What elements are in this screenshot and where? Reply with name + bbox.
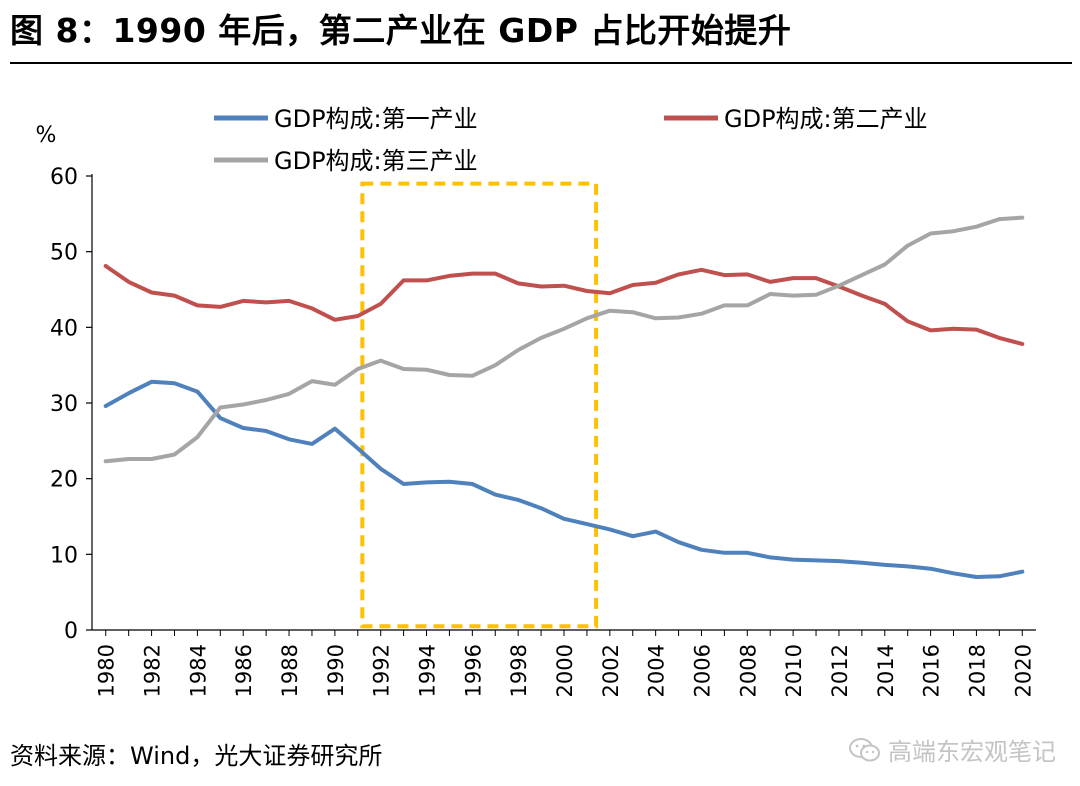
y-axis-unit-label: % <box>36 123 57 148</box>
legend-label-2: GDP构成:第二产业 <box>724 105 928 133</box>
x-tick-label: 2012 <box>828 644 852 697</box>
x-tick-label: 1988 <box>278 644 302 697</box>
chart-axes: 0 10 20 30 40 50 60% 1980 1982 1984 1986 1988 1990 19… <box>36 123 1036 697</box>
x-tick-label: 1996 <box>461 644 485 697</box>
series-line-1 <box>103 379 1025 579</box>
highlight-box-layer <box>360 181 599 629</box>
x-tick-label: 2018 <box>965 644 989 697</box>
x-tick-label: 1980 <box>95 644 119 697</box>
chart-title: 图 8：1990 年后，第二产业在 GDP 占比开始提升 <box>10 11 792 50</box>
x-tick-label: 1986 <box>232 644 256 697</box>
x-tick-label: 2002 <box>599 644 623 697</box>
y-tick-label: 20 <box>50 468 78 493</box>
x-tick-label: 1998 <box>507 644 531 697</box>
x-tick-label: 1992 <box>370 644 394 697</box>
series-layer <box>103 215 1025 579</box>
x-tick-label: 2000 <box>553 644 577 697</box>
x-tick-label: 1984 <box>186 644 210 697</box>
legend-label-1: GDP构成:第一产业 <box>274 105 478 133</box>
x-tick-label: 1990 <box>324 644 348 697</box>
y-tick-label: 10 <box>50 543 78 568</box>
legend: GDP构成:第一产业 GDP构成:第二产业 GDP构成:第三产业 <box>214 105 928 175</box>
title-divider <box>10 62 1072 64</box>
watermark-text: 高端东宏观笔记 <box>888 738 1056 766</box>
y-tick-label: 60 <box>50 165 78 190</box>
x-tick-label: 2008 <box>736 644 760 697</box>
source-note: 资料来源：Wind，光大证券研究所 <box>10 742 383 770</box>
x-tick-label: 2014 <box>874 644 898 697</box>
y-tick-label: 50 <box>50 241 78 266</box>
x-tick-label: 2004 <box>645 644 669 697</box>
y-tick-label: 0 <box>64 619 78 644</box>
x-tick-label: 1982 <box>141 644 165 697</box>
series-line-2 <box>103 264 1025 346</box>
x-tick-label: 2010 <box>782 644 806 697</box>
y-tick-label: 40 <box>50 316 78 341</box>
line-chart: 0 10 20 30 40 50 60% 1980 1982 1984 1986 1988 1990 19… <box>36 105 1036 697</box>
x-tick-label: 1994 <box>416 644 440 697</box>
legend-label-3: GDP构成:第三产业 <box>274 147 478 175</box>
y-tick-label: 30 <box>50 392 78 417</box>
x-tick-label: 2020 <box>1011 644 1035 697</box>
highlight-box <box>360 181 599 629</box>
series-line-3 <box>103 215 1025 464</box>
watermark: 高端东宏观笔记 <box>848 732 1056 767</box>
x-tick-label: 2016 <box>920 644 944 697</box>
x-tick-label: 2006 <box>690 644 714 697</box>
wechat-icon <box>848 737 882 763</box>
